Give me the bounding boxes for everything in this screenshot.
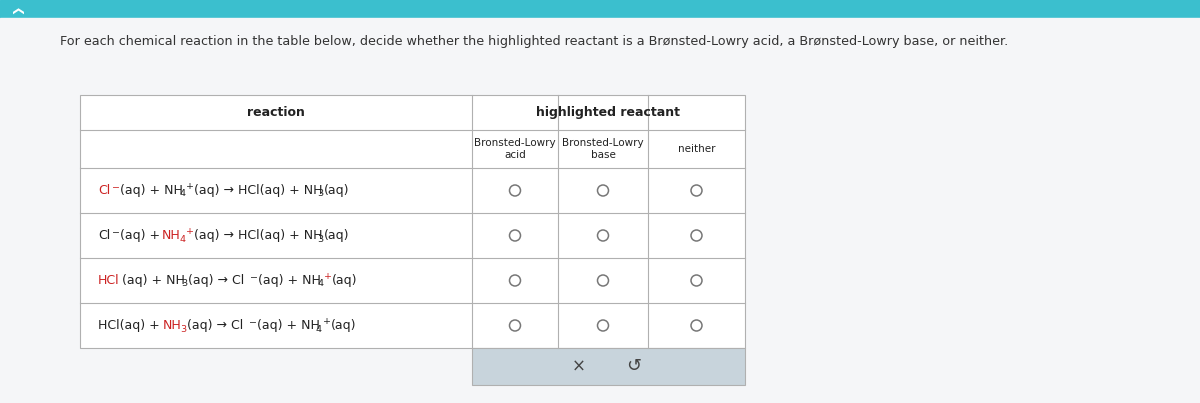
Text: (aq): (aq) [332, 274, 358, 287]
Text: Bronsted-Lowry
acid: Bronsted-Lowry acid [474, 138, 556, 160]
Text: 4: 4 [179, 189, 185, 199]
Text: 3: 3 [181, 280, 187, 289]
Text: highlighted reactant: highlighted reactant [536, 106, 680, 119]
Text: ×: × [571, 357, 586, 376]
Text: (aq) +: (aq) + [120, 229, 164, 242]
Text: NH: NH [162, 229, 181, 242]
Text: +: + [324, 272, 332, 281]
Text: (aq) → Cl: (aq) → Cl [188, 274, 245, 287]
Text: −: − [112, 182, 120, 191]
Bar [472, 348, 745, 385]
Text: HCl(aq) +: HCl(aq) + [98, 319, 163, 332]
Text: ❯: ❯ [12, 4, 24, 14]
Text: Cl: Cl [98, 229, 110, 242]
Text: −: − [112, 227, 120, 236]
Text: neither: neither [678, 144, 715, 154]
Text: (aq) → Cl: (aq) → Cl [187, 319, 244, 332]
Text: (aq) + NH: (aq) + NH [258, 274, 320, 287]
Text: −: − [250, 317, 257, 326]
Text: Bronsted-Lowry
base: Bronsted-Lowry base [562, 138, 644, 160]
Text: reaction: reaction [247, 106, 305, 119]
Text: For each chemical reaction in the table below, decide whether the highlighted re: For each chemical reaction in the table … [60, 35, 1008, 48]
Text: (aq) + NH: (aq) + NH [257, 319, 320, 332]
Text: 4: 4 [179, 235, 185, 243]
Bar [80, 95, 745, 348]
Text: +: + [323, 317, 331, 326]
Text: 3: 3 [317, 235, 323, 243]
Text: (aq): (aq) [324, 184, 349, 197]
Text: 4: 4 [316, 324, 322, 334]
Text: Cl: Cl [98, 184, 110, 197]
Text: (aq) → HCl(aq) + NH: (aq) → HCl(aq) + NH [194, 229, 323, 242]
Text: HCl: HCl [98, 274, 120, 287]
Bar [0, 0, 1200, 18]
Text: 3: 3 [317, 189, 323, 199]
Text: +: + [186, 182, 194, 191]
Text: NH: NH [163, 319, 181, 332]
Text: ↺: ↺ [626, 357, 641, 376]
Text: (aq) + NH: (aq) + NH [120, 184, 182, 197]
Text: (aq): (aq) [331, 319, 356, 332]
Text: (aq) + NH: (aq) + NH [122, 274, 185, 287]
Text: 3: 3 [180, 324, 186, 334]
Text: 4: 4 [317, 280, 323, 289]
Text: +: + [186, 227, 194, 236]
Text: (aq): (aq) [324, 229, 349, 242]
Text: −: − [250, 272, 258, 281]
Text: (aq) → HCl(aq) + NH: (aq) → HCl(aq) + NH [194, 184, 323, 197]
